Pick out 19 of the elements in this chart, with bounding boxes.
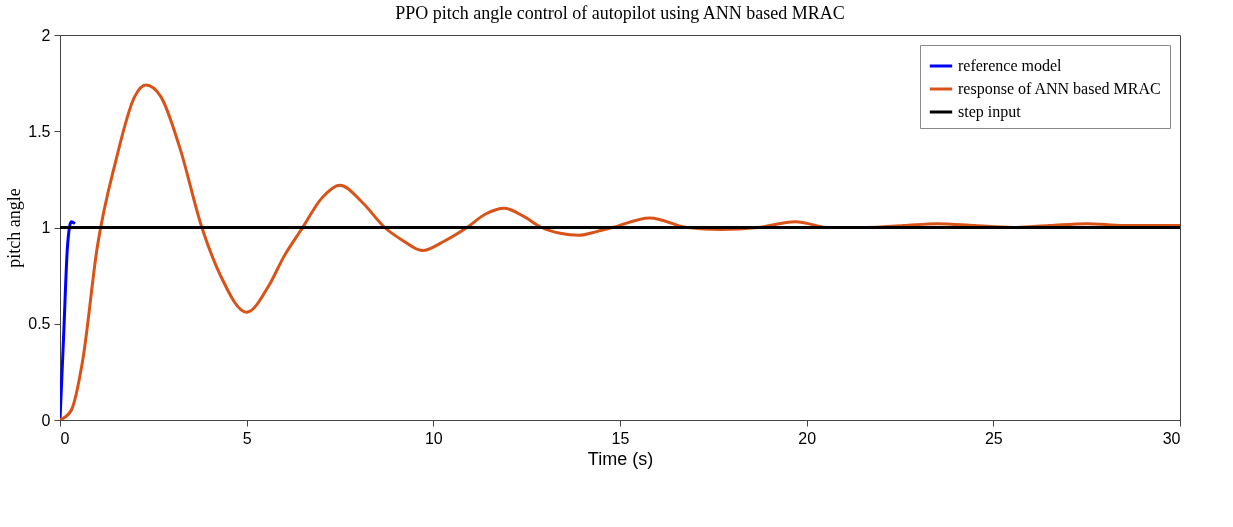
chart-title: PPO pitch angle control of autopilot using ANN based MRAC: [395, 3, 845, 23]
legend-label: step input: [958, 103, 1022, 121]
y-tick-label: 1: [41, 219, 51, 236]
x-tick-label: 30: [1162, 429, 1181, 447]
x-tick-label: 25: [984, 429, 1003, 447]
y-tick-label: 1.5: [28, 122, 51, 140]
legend-label: reference model: [958, 57, 1063, 74]
x-tick-label: 15: [611, 429, 630, 447]
x-tick-label: 5: [242, 429, 252, 447]
y-tick-label: 0.5: [28, 315, 51, 333]
y-tick-label: 0: [41, 411, 51, 429]
x-axis-title: Time (s): [587, 448, 654, 469]
y-axis-title: pitch angle: [4, 188, 25, 268]
x-tick-label: 0: [60, 429, 70, 447]
legend-label: response of ANN based MRAC: [958, 80, 1161, 98]
x-tick-label: 10: [424, 429, 443, 447]
line-series: [60, 220, 77, 420]
y-tick-label: 2: [41, 26, 51, 44]
x-tick-label: 20: [798, 429, 817, 447]
